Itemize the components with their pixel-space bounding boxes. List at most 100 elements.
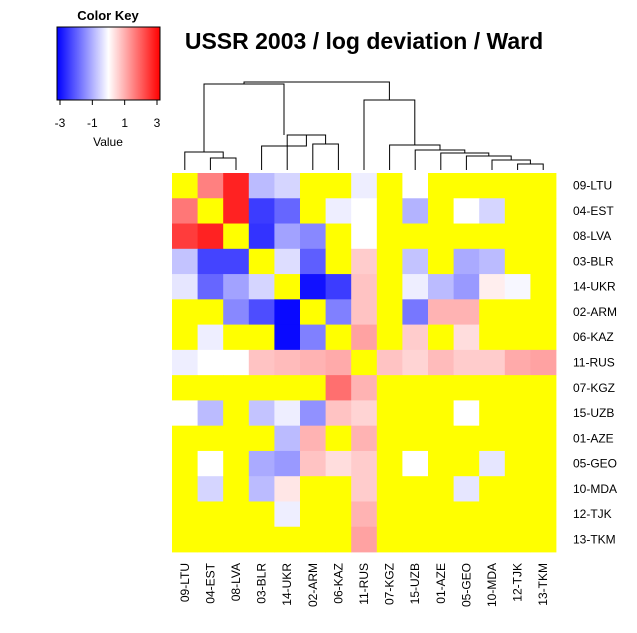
heatmap-cell xyxy=(274,274,301,300)
heatmap-cell xyxy=(453,349,480,376)
row-label: 11-RUS xyxy=(573,356,615,370)
color-key-title: Color Key xyxy=(77,8,139,23)
heatmap-cell xyxy=(479,324,506,351)
heatmap-cell xyxy=(453,425,480,452)
heatmap-cell xyxy=(402,526,429,553)
heatmap-cell xyxy=(479,223,506,250)
heatmap-cell xyxy=(274,299,301,325)
heatmap-cell xyxy=(300,476,326,502)
heatmap-cell xyxy=(376,526,403,553)
heatmap-cell xyxy=(197,425,224,452)
heatmap-cell xyxy=(479,400,506,427)
heatmap-cell xyxy=(504,324,531,351)
heatmap-cell xyxy=(453,274,480,300)
heatmap-cell xyxy=(223,223,250,250)
heatmap-cell xyxy=(428,324,454,351)
dendrogram-link xyxy=(517,163,544,170)
heatmap-cell xyxy=(300,400,326,427)
heatmap-cell xyxy=(402,450,429,477)
heatmap-cell xyxy=(453,299,480,325)
heatmap-cell xyxy=(248,173,275,199)
heatmap-cell xyxy=(428,526,454,553)
column-label: 04-EST xyxy=(203,562,217,603)
heatmap-cell xyxy=(402,198,429,224)
heatmap-cell xyxy=(325,375,352,401)
column-label: 13-TKM xyxy=(536,563,550,606)
heatmap-cell xyxy=(453,324,480,351)
heatmap-cell xyxy=(351,400,378,427)
heatmap-cell xyxy=(274,425,301,452)
heatmap-cell xyxy=(325,400,352,427)
heatmap-cell xyxy=(504,223,531,250)
heatmap-cell xyxy=(325,173,352,199)
dendrogram-link xyxy=(312,143,339,170)
heatmap-cell xyxy=(223,274,250,300)
heatmap-cell xyxy=(376,476,403,502)
heatmap-cell xyxy=(428,223,454,250)
color-key-ticks: -3 -1 1 3 xyxy=(55,100,161,130)
heatmap-cell xyxy=(197,324,224,351)
heatmap-cell xyxy=(530,274,557,300)
heatmap-cell xyxy=(172,501,198,528)
heatmap-cell xyxy=(376,425,403,452)
heatmap-cell xyxy=(197,198,224,224)
column-dendrogram xyxy=(184,81,544,170)
heatmap-cell xyxy=(172,274,198,300)
heatmap-cell xyxy=(376,198,403,224)
heatmap-cell xyxy=(376,349,403,376)
heatmap-cell xyxy=(197,223,224,250)
heatmap-cell xyxy=(300,173,326,199)
heatmap-cell xyxy=(274,501,301,528)
heatmap-cell xyxy=(428,248,454,275)
column-label: 05-GEO xyxy=(459,563,473,607)
row-label: 15-UZB xyxy=(573,406,614,420)
heatmap-cell xyxy=(428,476,454,502)
row-label: 03-BLR xyxy=(573,254,614,268)
color-key-tick-label: 3 xyxy=(154,116,161,130)
row-label: 13-TKM xyxy=(573,532,616,546)
heatmap-cell xyxy=(325,349,352,376)
heatmap-cell xyxy=(223,425,250,452)
heatmap-cell xyxy=(223,501,250,528)
heatmap-cell xyxy=(300,501,326,528)
heatmap-cell xyxy=(325,501,352,528)
heatmap-cell xyxy=(300,274,326,300)
heatmap-cell xyxy=(376,274,403,300)
color-key-xlabel: Value xyxy=(93,135,123,149)
heatmap-cell xyxy=(376,450,403,477)
heatmap-cell xyxy=(428,375,454,401)
heatmap-cell xyxy=(300,349,326,376)
row-labels: 09-LTU 04-EST 08-LVA 03-BLR 14-UKR 02-ARM 06-K… xyxy=(573,179,617,547)
dendrogram-link xyxy=(261,135,307,170)
heatmap-cell xyxy=(172,349,198,376)
column-label: 08-LVA xyxy=(229,563,243,601)
heatmap-cell xyxy=(325,324,352,351)
heatmap-cell xyxy=(274,223,301,250)
heatmap-cell xyxy=(402,299,429,325)
heatmap-cell xyxy=(197,400,224,427)
heatmap-cell xyxy=(351,274,378,300)
heatmap-cell xyxy=(172,299,198,325)
column-label: 11-RUS xyxy=(357,563,371,605)
column-label: 02-ARM xyxy=(306,563,320,607)
heatmap-cell xyxy=(248,450,275,477)
heatmap-cell xyxy=(402,375,429,401)
heatmap-cell xyxy=(300,425,326,452)
heatmap-cell xyxy=(428,299,454,325)
heatmap-cell xyxy=(479,375,506,401)
heatmap-cell xyxy=(453,501,480,528)
heatmap-cell xyxy=(453,223,480,250)
heatmap-cell xyxy=(530,324,557,351)
chart-title: USSR 2003 / log deviation / Ward xyxy=(185,28,543,54)
heatmap-cell xyxy=(300,450,326,477)
heatmap-cell xyxy=(300,375,326,401)
heatmap-cell xyxy=(274,349,301,376)
dendrogram-link xyxy=(203,83,285,152)
heatmap-cell xyxy=(428,198,454,224)
heatmap-cell xyxy=(325,450,352,477)
heatmap-cell xyxy=(453,198,480,224)
heatmap-cell xyxy=(351,501,378,528)
heatmap-cell xyxy=(479,299,506,325)
heatmap-cell xyxy=(248,248,275,275)
heatmap-cell xyxy=(172,526,198,553)
